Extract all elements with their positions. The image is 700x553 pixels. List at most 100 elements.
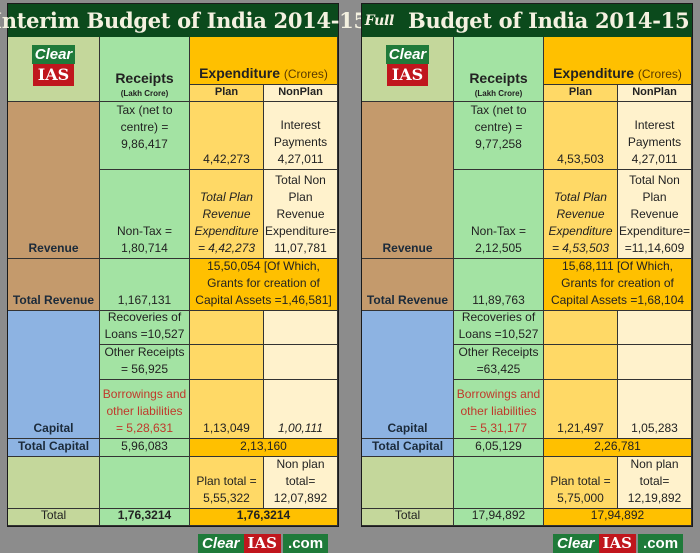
clearias-logo: Clear IAS xyxy=(31,45,76,86)
plan-total: Plan total = 5,55,322 xyxy=(190,457,264,509)
cell-line: other liabilities xyxy=(106,404,183,418)
total-capital-expenditure: 2,26,781 xyxy=(544,439,692,457)
interim-budget-panel: Interim Budget of India 2014-15 Clear IAS… xyxy=(0,3,368,527)
cell-line: Loans =10,527 xyxy=(458,327,539,341)
nonplan-header: NonPlan xyxy=(264,85,338,102)
clearias-logo-cell: Clear IAS xyxy=(362,37,454,102)
cell-line: = 5,28,631 xyxy=(115,421,174,435)
expenditure-header: Expenditure (Crores) xyxy=(544,37,692,85)
empty-cell xyxy=(264,311,338,345)
cell-line: Grants for creation of xyxy=(207,276,320,290)
capital-label: Capital xyxy=(362,311,454,439)
total-revenue-receipts: 1,167,131 xyxy=(100,259,190,311)
borrowings: Borrowings and other liabilities = 5,28,63… xyxy=(100,380,190,439)
other-receipts: Other Receipts = 56,925 xyxy=(100,345,190,380)
receipts-header: Receipts (Lakh Crore) xyxy=(100,37,190,102)
empty-cell xyxy=(544,311,618,345)
cell-line: Interest xyxy=(280,118,321,132)
cell-line: Non plan xyxy=(630,457,679,471)
cell-line: other liabilities xyxy=(460,404,537,418)
total-label: Total xyxy=(362,509,454,526)
cell-line: Non-Tax = xyxy=(116,224,173,238)
cell-line: 9,77,258 xyxy=(475,137,522,151)
cell-line: Capital Assets =1,68,104 xyxy=(550,293,685,307)
clearias-logo-cell: Clear IAS xyxy=(8,37,100,102)
expenditure-title: Expenditure xyxy=(199,65,280,81)
cell-line: Total Plan xyxy=(554,190,607,204)
cell-line: 5,55,322 xyxy=(203,491,250,505)
empty-cell xyxy=(362,457,454,509)
cell-line: Interest xyxy=(634,118,675,132)
cell-line: 1,80,714 xyxy=(121,241,168,255)
footer-clear: Clear xyxy=(553,534,599,553)
cell-line: =11,14,609 xyxy=(624,241,685,255)
title-prefix: Full xyxy=(364,12,395,29)
panel-title: Interim Budget of India 2014-15 xyxy=(0,4,368,37)
interest-payments: Interest Payments 4,27,011 xyxy=(618,102,692,170)
revenue-label: Revenue xyxy=(8,102,100,259)
nonplan-total: Non plan total= 12,07,892 xyxy=(264,457,338,509)
total-label: Total xyxy=(8,509,100,526)
cell-line: Non-Tax = xyxy=(470,224,527,238)
clearias-logo: Clear IAS xyxy=(385,45,430,86)
total-revenue-expenditure: 15,68,111 [Of Which, Grants for creation … xyxy=(544,259,692,311)
cell-line: Payments xyxy=(273,135,328,149)
cell-line: Plan xyxy=(288,190,313,204)
total-revenue-label: Total Revenue xyxy=(362,259,454,311)
logo-ias: IAS xyxy=(386,64,429,86)
total-capital-expenditure: 2,13,160 xyxy=(190,439,338,457)
nontax-receipts: Non-Tax = 1,80,714 xyxy=(100,170,190,259)
cell-line: 15,50,054 [Of Which, xyxy=(207,259,320,273)
receipts-unit: (Lakh Crore) xyxy=(474,89,523,98)
cell-line: Borrowings and xyxy=(456,387,541,401)
clearias-footer-logo: Clear IAS .com xyxy=(553,534,684,553)
cell-line: Recoveries of xyxy=(461,311,536,324)
plan-revenue-expenditure: Total Plan Revenue Expenditure = 4,53,503 xyxy=(544,170,618,259)
cell-line: Expenditure xyxy=(194,224,259,238)
receipts-header: Receipts (Lakh Crore) xyxy=(454,37,544,102)
cell-line: Expenditure xyxy=(548,224,613,238)
total-capital-label: Total Capital xyxy=(8,439,100,457)
cell-line: = 56,925 xyxy=(120,362,169,376)
expenditure-title: Expenditure xyxy=(553,65,634,81)
total-capital-label: Total Capital xyxy=(362,439,454,457)
total-revenue-label: Total Revenue xyxy=(8,259,100,311)
cell-line: Revenue xyxy=(630,207,679,221)
empty-cell xyxy=(264,345,338,380)
logo-clear: Clear xyxy=(31,45,76,64)
nonplan-revenue-expenditure: Total Non Plan Revenue Expenditure= =11,14,6… xyxy=(618,170,692,259)
cell-line: Payments xyxy=(627,135,682,149)
cell-line: 11,07,781 xyxy=(274,241,327,255)
empty-cell xyxy=(100,457,190,509)
empty-cell xyxy=(618,345,692,380)
nonplan-total: Non plan total= 12,19,892 xyxy=(618,457,692,509)
cell-line: Plan total = xyxy=(550,474,611,488)
plan-total: Plan total = 5,75,000 xyxy=(544,457,618,509)
tax-receipts: Tax (net to centre) = 9,77,258 xyxy=(454,102,544,170)
title-text: Interim Budget of India 2014-15 xyxy=(0,8,368,33)
cell-line: 9,86,417 xyxy=(121,137,168,151)
total-capital-receipts: 6,05,129 xyxy=(454,439,544,457)
cell-line: = 4,42,273 xyxy=(197,241,256,255)
plan-header: Plan xyxy=(190,85,264,102)
panel-title: Full Budget of India 2014-15 xyxy=(362,4,692,37)
plan-tax: 4,53,503 xyxy=(544,102,618,170)
plan-tax: 4,42,273 xyxy=(190,102,264,170)
plan-revenue-expenditure: Total Plan Revenue Expenditure = 4,42,273 xyxy=(190,170,264,259)
cell-line: Revenue xyxy=(556,207,605,221)
interest-payments: Interest Payments 4,27,011 xyxy=(264,102,338,170)
cell-line: Other Receipts xyxy=(458,345,539,359)
logo-ias: IAS xyxy=(32,64,75,86)
nonplan-capital: 1,00,111 xyxy=(264,380,338,439)
plan-capital: 1,21,497 xyxy=(544,380,618,439)
cell-line: Tax (net to xyxy=(116,103,173,117)
receipts-unit: (Lakh Crore) xyxy=(120,89,169,98)
total-receipts: 1,76,3214 xyxy=(100,509,190,526)
cell-line: Recoveries of xyxy=(107,311,182,324)
cell-line: Grants for creation of xyxy=(561,276,674,290)
empty-cell xyxy=(8,457,100,509)
cell-line: 12,07,892 xyxy=(273,491,328,505)
borrowings: Borrowings and other liabilities = 5,31,17… xyxy=(454,380,544,439)
receipts-title: Receipts xyxy=(115,70,174,86)
cell-line: Non plan xyxy=(276,457,325,471)
